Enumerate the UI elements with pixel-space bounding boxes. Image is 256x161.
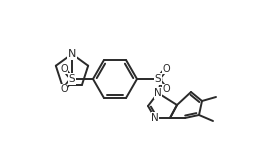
Text: N: N (151, 113, 159, 123)
Text: S: S (69, 74, 75, 84)
Text: O: O (162, 84, 170, 94)
Text: O: O (60, 84, 68, 94)
Text: O: O (162, 64, 170, 74)
Text: N: N (68, 49, 76, 59)
Text: S: S (155, 74, 161, 84)
Text: N: N (154, 88, 162, 98)
Text: O: O (60, 64, 68, 74)
